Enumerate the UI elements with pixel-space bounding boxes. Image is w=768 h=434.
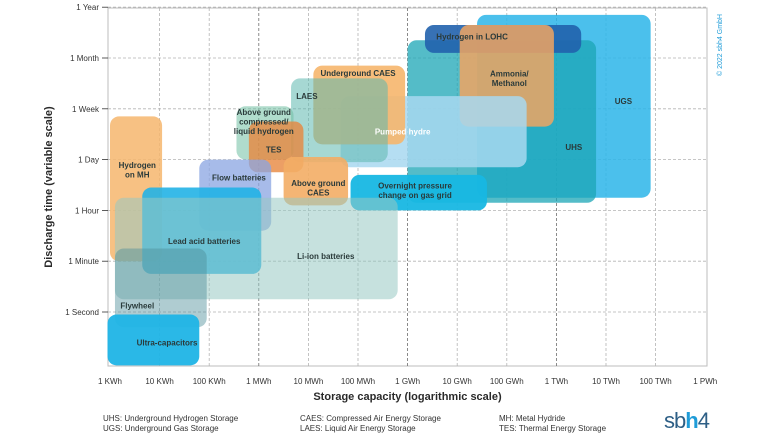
copyright-note: © 2022 sbh4 GmbH xyxy=(716,14,724,76)
x-tick-label: 100 TWh xyxy=(639,377,671,386)
region-label: Hydrogen on MH xyxy=(119,161,156,180)
region-li-ion-batteries xyxy=(114,197,398,300)
y-tick-label: 1 Minute xyxy=(68,257,99,266)
brand-logo-part: 4 xyxy=(697,408,710,433)
region-ultra-capacitors xyxy=(107,314,200,366)
region-above-ground xyxy=(283,157,349,206)
region-label: Lead acid batteries xyxy=(168,237,241,246)
x-tick-label: 10 MWh xyxy=(294,377,324,386)
region-label: UHS xyxy=(565,143,583,152)
y-tick-label: 1 Week xyxy=(72,105,100,114)
region-label: Overnight pressure change on gas grid xyxy=(378,181,452,200)
region-label: UGS xyxy=(615,97,633,106)
x-tick-label: 1 TWh xyxy=(545,377,568,386)
x-tick-label: 100 MWh xyxy=(341,377,375,386)
legend-laes: LAES: Liquid Air Energy Storage xyxy=(300,424,416,433)
brand-logo-highlight: h xyxy=(685,408,698,433)
y-tick-label: 1 Second xyxy=(65,308,99,317)
brand-logo: sbh4 xyxy=(664,408,710,434)
y-tick-label: 1 Hour xyxy=(75,206,99,215)
region-label: Ammonia/Methanol xyxy=(490,70,529,89)
legend-tes: TES: Thermal Energy Storage xyxy=(499,424,607,433)
region-label: Above ground compressed/liquid hydrogen xyxy=(234,108,294,136)
region-label: Flywheel xyxy=(120,301,154,310)
region-label: Li-ion batteries xyxy=(297,252,355,261)
x-tick-label: 1 MWh xyxy=(246,377,271,386)
x-tick-label: 10 TWh xyxy=(592,377,620,386)
y-tick-label: 1 Year xyxy=(76,3,99,12)
y-axis-title: Discharge time (variable scale) xyxy=(43,106,55,268)
x-tick-label: 10 KWh xyxy=(145,377,173,386)
region-flywheel xyxy=(114,248,207,328)
legend-caes: CAES: Compressed Air Energy Storage xyxy=(300,414,441,423)
legend-ugs: UGS: Underground Gas Storage xyxy=(103,424,219,433)
x-tick-label: 100 KWh xyxy=(193,377,226,386)
legend-mh: MH: Metal Hydride xyxy=(499,414,566,423)
region-laes xyxy=(291,78,388,163)
brand-logo-part: sb xyxy=(664,408,686,433)
region-label: Hydrogen in LOHC xyxy=(436,33,508,42)
legend-uhs: UHS: Underground Hydrogen Storage xyxy=(103,414,239,423)
region-label: Pumped hydre xyxy=(375,128,431,137)
x-tick-label: 10 GWh xyxy=(443,377,472,386)
region-label: TES xyxy=(266,145,282,154)
region-label: Flow batteries xyxy=(212,173,266,182)
x-tick-label: 1 PWh xyxy=(693,377,717,386)
region-label: Ultra-capacitors xyxy=(137,338,198,347)
region-label: Underground CAES xyxy=(320,69,396,78)
x-tick-label: 1 KWh xyxy=(98,377,122,386)
y-tick-label: 1 Month xyxy=(70,54,99,63)
region-label: LAES xyxy=(296,92,318,101)
legend-footer: UHS: Underground Hydrogen Storage UGS: U… xyxy=(0,410,768,433)
x-tick-label: 100 GWh xyxy=(490,377,524,386)
x-tick-label: 1 GWh xyxy=(395,377,420,386)
region-label: Above ground CAES xyxy=(291,179,345,198)
x-axis-title: Storage capacity (logarithmic scale) xyxy=(313,391,502,403)
y-tick-label: 1 Day xyxy=(78,156,99,165)
